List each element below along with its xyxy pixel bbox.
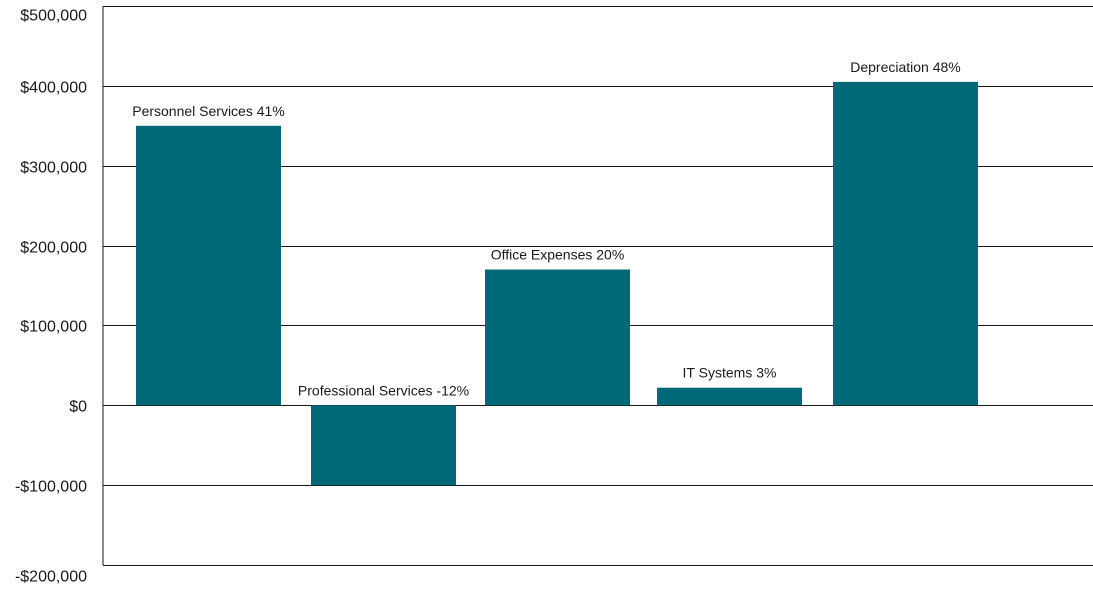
bar	[311, 405, 456, 486]
y-tick-label: $200,000	[20, 240, 87, 257]
bar-label: Depreciation 48%	[850, 59, 961, 75]
bar	[833, 81, 978, 406]
y-tick-label: -$200,000	[15, 569, 87, 586]
bar-labels: Personnel Services 41% Professional Servi…	[132, 59, 961, 398]
y-axis: $500,000 $400,000 $300,000 $200,000 $100,000…	[15, 6, 104, 586]
bar	[136, 125, 281, 406]
bars	[136, 81, 978, 486]
y-tick-label: $300,000	[20, 160, 87, 177]
y-tick-label: $0	[69, 399, 87, 416]
y-tick-label: $500,000	[20, 8, 87, 25]
bar-label: IT Systems 3%	[683, 365, 777, 381]
y-tick-label: -$100,000	[15, 479, 87, 496]
bar-label: Professional Services -12%	[298, 382, 469, 398]
bar	[485, 269, 630, 406]
bar	[657, 387, 802, 406]
y-tick-label: $400,000	[20, 80, 87, 97]
bar-label: Personnel Services 41%	[132, 103, 285, 119]
bar-label: Office Expenses 20%	[491, 247, 625, 263]
y-tick-label: $100,000	[20, 319, 87, 336]
